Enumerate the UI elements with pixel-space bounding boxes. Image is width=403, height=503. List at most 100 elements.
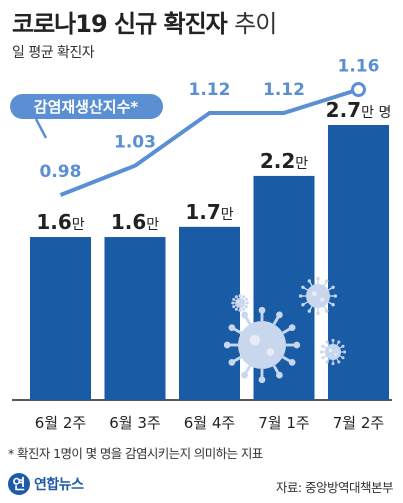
legend-pill [10,94,163,119]
footnote: * 확진자 1명이 몇 명을 감염시키는지 의미하는 지표 [8,446,263,461]
logo: 연 연합뉴스 [8,473,84,495]
virus-spike-tip [331,303,335,307]
virus-spike-tip [232,297,236,301]
line-legend: 감염재생산지수* [10,94,163,139]
bar-value-unit: 만 [295,156,308,172]
bar-value-number: 1.6 [111,210,146,234]
virus-spike-tip [276,311,283,319]
line-value-label: 1.12 [263,80,305,100]
virus-spike-tip [301,303,305,307]
virus-spike-tip [337,360,341,364]
virus-spike-tip [333,294,338,298]
virus-spike-tip [232,305,236,309]
virus-spike-tip [321,344,325,348]
coronavirus-icon [319,338,347,366]
bar-value-number: 2.2 [260,149,295,173]
virus-spike-tip [325,309,329,313]
virus-spot [240,303,243,306]
line-series [59,87,360,197]
virus-spike-tip [337,340,341,344]
virus-spike-tip [301,285,305,289]
coronavirus-icon [298,276,338,316]
virus-spike-tip [325,340,329,344]
bar-value-label: 2.7만 명 [326,98,392,122]
coronavirus-icon [231,294,249,312]
line-value-label: 1.12 [189,80,231,100]
virus-spike-tip [316,311,320,316]
bar-3 [179,226,240,400]
chart-subtitle: 일 평균 확진자 [12,45,95,61]
legend-label: 감염재생산지수* [34,98,139,116]
bar-value-number: 1.6 [36,210,71,234]
virus-spike-tip [331,338,335,342]
x-tick-label: 7월 2주 [333,414,384,432]
virus-body [325,344,341,360]
bar-value-number: 1.7 [185,200,220,224]
footer: 연 연합뉴스 자료: 중앙방역대책본부 [0,467,403,503]
virus-spike-tip [288,324,296,331]
bar-value-unit: 만 [221,207,234,223]
logo-text: 연합뉴스 [34,477,84,493]
virus-spike-tip [331,362,335,366]
virus-spot [237,300,240,304]
bar-value-unit: 만 [146,217,159,233]
virus-spike-tip [316,276,320,281]
bar-value-unit: 만 명 [361,105,391,121]
virus-spot [266,348,275,357]
virus-spike-tip [341,356,345,360]
virus-spike-tip [276,371,283,379]
x-tick-label: 6월 4주 [184,414,235,432]
virus-body [235,298,245,308]
virus-spike-tip [223,341,231,349]
virus-spike-tip [244,297,248,301]
virus-spike-tip [228,359,236,366]
virus-spike-tip [288,359,296,366]
virus-spot [320,297,325,302]
virus-body [238,321,286,369]
bar-1 [30,237,91,400]
line-value-label: 1.03 [114,133,156,153]
virus-spike-tip [325,279,329,283]
virus-spike-tip [234,307,238,311]
virus-spot [311,290,318,297]
virus-spike-tip [258,306,266,314]
x-tick-label: 6월 2주 [35,414,86,432]
bar-value-label: 1.6만 [36,210,84,234]
bar-value-unit: 만 [72,217,85,233]
coronavirus-icon [223,306,301,384]
virus-spike-tip [325,360,329,364]
bar-value-label: 1.7만 [185,200,233,224]
x-tick-label: 6월 3주 [109,414,160,432]
bar-value-number: 2.7 [326,98,361,122]
virus-spike-tip [258,376,266,384]
virus-spike-tip [242,307,246,311]
virus-spike-tip [293,341,301,349]
virus-spike-tip [341,344,345,348]
chart-title: 코로나19 신규 확진자 추이 [12,10,277,38]
virus-body [306,284,330,308]
virus-spike-tip [231,301,235,305]
bar-2 [104,237,166,400]
virus-spike-tip [343,350,347,354]
source-text: 자료: 중앙방역대책본부 [275,480,394,495]
virus-spike-tip [242,295,246,299]
line-point [351,82,366,98]
virus-spot [334,353,338,356]
virus-spike-tip [238,294,242,298]
virus-spike-tip [298,294,303,298]
virus-spike-tip [319,350,323,354]
chart-title-suffix: 추이 [234,10,277,38]
x-tick-label: 7월 1주 [258,414,309,432]
legend-pointer [34,118,48,139]
bar-value-label: 2.2만 [260,149,308,173]
line-value-label: 1.16 [338,57,380,77]
virus-spot [328,348,333,353]
virus-spike-tip [321,356,325,360]
virus-spot [249,334,261,346]
virus-spike-tip [331,285,335,289]
yonhap-logo-icon: 연 [8,473,30,495]
virus-spike-tip [228,324,236,331]
virus-spike-tip [241,371,248,379]
virus-spike-tip [307,279,311,283]
